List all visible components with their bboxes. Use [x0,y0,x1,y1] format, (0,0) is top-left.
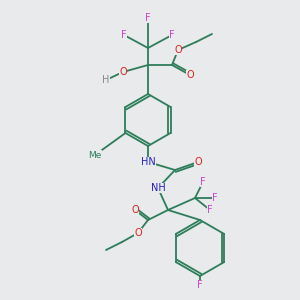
Text: Me: Me [88,151,102,160]
Text: O: O [119,67,127,77]
Text: O: O [194,157,202,167]
Text: O: O [131,205,139,215]
Text: O: O [174,45,182,55]
Text: F: F [197,280,203,290]
Text: NH: NH [151,183,165,193]
Text: F: F [207,205,213,215]
Text: O: O [134,228,142,238]
Text: O: O [186,70,194,80]
Text: H: H [102,75,110,85]
Text: F: F [169,30,175,40]
Text: HN: HN [141,157,155,167]
Text: F: F [200,177,206,187]
Text: F: F [121,30,127,40]
Text: F: F [212,193,218,203]
Text: F: F [145,13,151,23]
